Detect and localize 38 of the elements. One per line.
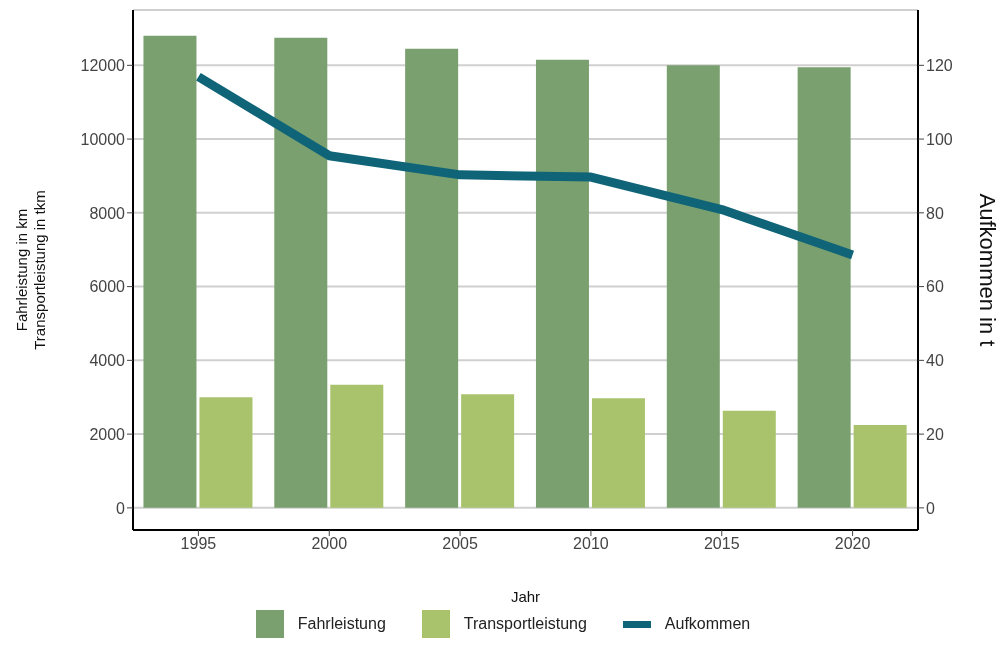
- bar: [853, 425, 907, 508]
- x-tick-label: 2005: [442, 535, 478, 553]
- bar: [535, 59, 589, 508]
- y-tick-label: 4000: [89, 352, 126, 370]
- legend-label: Aufkommen: [664, 615, 751, 633]
- y2-tick-label: 60: [926, 278, 944, 296]
- legend-label: Transportleistung: [463, 615, 587, 633]
- y-tick-label: 2000: [89, 425, 126, 443]
- y2-tick-label: 100: [926, 130, 953, 148]
- y2-tick-label: 0: [926, 499, 935, 517]
- bar: [591, 398, 645, 508]
- bar: [274, 37, 328, 508]
- y2-axis-title: Aufkommen in t: [975, 193, 1001, 347]
- bar: [722, 410, 776, 508]
- x-tick-label: 2020: [834, 535, 871, 553]
- x-axis-title: Jahr: [510, 588, 541, 605]
- y2-tick-label: 120: [926, 57, 953, 74]
- x-tick-label: 2000: [311, 535, 348, 553]
- y-axis-title: Fahrleistung in km Transportleistung in tkm: [13, 190, 48, 350]
- bar: [461, 394, 515, 508]
- bar: [143, 35, 197, 508]
- y-tick-label: 10000: [80, 130, 126, 148]
- bar: [666, 65, 720, 508]
- x-tick-label: 2010: [573, 535, 609, 553]
- y2-tick-label: 20: [926, 425, 944, 443]
- y2-tick-label: 40: [926, 352, 944, 370]
- y-tick-label: 6000: [89, 278, 126, 296]
- bar: [330, 384, 384, 508]
- y-tick-label: 8000: [89, 204, 126, 222]
- y-tick-label: 12000: [80, 57, 126, 74]
- bar: [405, 48, 459, 508]
- y2-tick-label: 80: [926, 204, 944, 222]
- x-tick-label: 1995: [180, 535, 217, 553]
- bar: [797, 67, 851, 508]
- legend-label: Fahrleistung: [297, 615, 386, 633]
- y-tick-label: 0: [116, 499, 126, 517]
- x-tick-label: 2015: [703, 535, 740, 553]
- bar: [199, 397, 253, 508]
